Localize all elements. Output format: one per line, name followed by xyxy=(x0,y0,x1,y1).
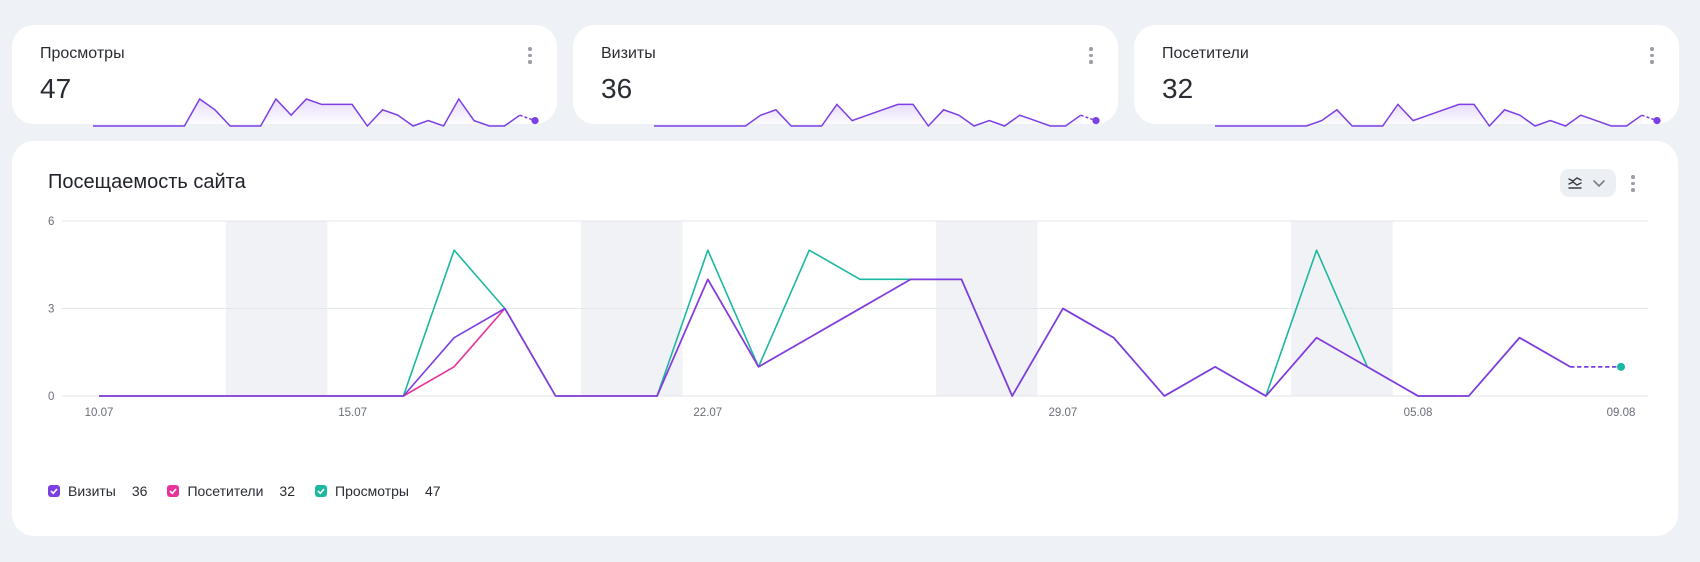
x-tick-label: 10.07 xyxy=(85,407,114,419)
legend-value: 36 xyxy=(131,483,148,499)
kpi-value: 32 xyxy=(1162,73,1194,104)
x-tick-label: 22.07 xyxy=(693,407,722,419)
legend-item-visitors[interactable]: Посетители 32 xyxy=(167,483,295,499)
sparkline-area xyxy=(1215,104,1642,126)
more-vertical-icon[interactable] xyxy=(527,47,533,65)
x-tick-label: 15.07 xyxy=(338,407,367,419)
sparkline-endpoint xyxy=(1653,117,1661,125)
checkbox-icon xyxy=(167,485,180,497)
chart-title: Посещаемость сайта xyxy=(48,171,246,193)
x-tick-label: 05.08 xyxy=(1404,407,1433,419)
sparkline-endpoint xyxy=(531,117,539,125)
series-endpoint xyxy=(1617,362,1625,371)
legend-item-visits[interactable]: Визиты 36 xyxy=(48,483,147,499)
kpi-sparkline xyxy=(654,103,1100,128)
kpi-title: Просмотры xyxy=(40,45,125,62)
kpi-card-visitors: Посетители 32 xyxy=(1134,25,1679,128)
traffic-chart-card: 0 3 6 10.07 15.07 22.07 29.07 05.08 09.08 Посеща… xyxy=(12,141,1678,536)
kpi-title: Посетители xyxy=(1162,45,1249,62)
series-line-visits xyxy=(99,278,1571,397)
sparkline-forecast xyxy=(519,114,536,122)
sparkline-line xyxy=(1215,103,1643,128)
more-vertical-icon[interactable] xyxy=(1088,47,1094,65)
checkbox-icon xyxy=(48,485,60,497)
x-tick-label: 29.07 xyxy=(1049,407,1078,419)
y-tick-label: 3 xyxy=(48,304,54,316)
legend-item-views[interactable]: Просмотры 47 xyxy=(315,483,441,499)
chart-type-icon xyxy=(1568,177,1605,189)
more-vertical-icon[interactable] xyxy=(1649,47,1655,65)
kpi-value: 47 xyxy=(40,73,72,104)
kpi-sparkline xyxy=(93,97,539,128)
chart-type-button[interactable] xyxy=(1560,169,1616,197)
legend-label: Визиты xyxy=(68,483,116,499)
sparkline-forecast xyxy=(1080,114,1097,122)
checkbox-icon xyxy=(315,485,327,497)
y-tick-label: 0 xyxy=(48,391,54,403)
sparkline-endpoint xyxy=(1092,117,1100,125)
kpi-card-views: Просмотры 47 xyxy=(12,25,557,128)
kpi-sparkline xyxy=(1215,103,1661,128)
legend-label: Посетители xyxy=(187,483,264,499)
sparkline-line xyxy=(93,97,521,128)
legend-value: 47 xyxy=(425,483,441,499)
kpi-title: Визиты xyxy=(601,45,656,62)
legend-label: Просмотры xyxy=(335,483,409,499)
sparkline-forecast xyxy=(1641,114,1658,122)
sparkline-area xyxy=(93,99,520,126)
x-tick-label: 09.08 xyxy=(1607,407,1636,419)
traffic-line-chart: 0 3 6 10.07 15.07 22.07 29.07 05.08 09.08 xyxy=(48,216,1648,419)
chart-legend: Визиты 36 Посетители 32 Просмотры 47 xyxy=(48,483,461,499)
kpi-value: 36 xyxy=(601,73,633,104)
y-tick-label: 6 xyxy=(48,216,54,228)
more-vertical-icon[interactable] xyxy=(1630,175,1636,193)
sparkline-area xyxy=(654,104,1081,126)
sparkline-line xyxy=(654,103,1082,128)
legend-value: 32 xyxy=(279,483,295,499)
chevron-down-icon xyxy=(1593,180,1605,188)
kpi-card-visits: Визиты 36 xyxy=(573,25,1118,128)
